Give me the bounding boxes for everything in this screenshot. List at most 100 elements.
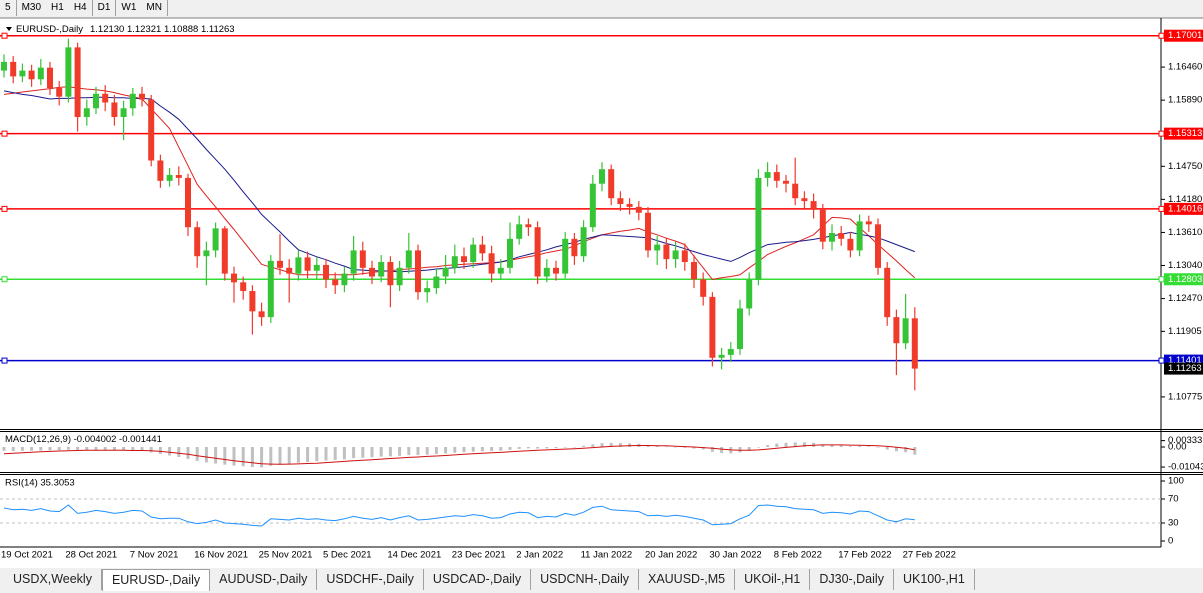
chart-tab[interactable]: USDCNH-,Daily (531, 569, 639, 590)
timeframe-button[interactable]: W1 (121, 2, 137, 13)
candle-body (415, 250, 421, 293)
chart-tab[interactable]: USDCHF-,Daily (317, 569, 424, 590)
x-tick-label: 20 Jan 2022 (645, 550, 697, 561)
candle-body (856, 221, 863, 251)
last-price-box (1164, 362, 1203, 375)
timeframe-button[interactable]: D1 (93, 0, 117, 16)
indicator-title: MACD(12,26,9) -0.004002 -0.001441 (5, 434, 162, 445)
macd-bar (324, 447, 328, 461)
candle-body (369, 267, 375, 277)
level-handle (1158, 276, 1165, 283)
macd-bar (894, 447, 898, 452)
chart-tab[interactable]: USDCAD-,Daily (424, 569, 532, 590)
candle-body (902, 318, 909, 344)
x-tick-label: 28 Oct 2021 (65, 550, 117, 561)
candle-body (277, 260, 283, 268)
chart-tab[interactable]: XAUUSD-,M5 (639, 569, 736, 590)
candle-body (626, 204, 633, 207)
y-tick-label: 1.13040 (1168, 260, 1202, 271)
candle-body (893, 317, 900, 344)
x-tick-label: 19 Oct 2021 (1, 550, 53, 561)
chart-tab[interactable]: UKOil-,H1 (735, 569, 811, 590)
timeframe-button[interactable]: 5 (0, 0, 17, 16)
level-price-label: 1.17001 (1168, 30, 1202, 41)
collapse-arrow[interactable] (6, 27, 12, 31)
x-tick-label: 8 Feb 2022 (774, 550, 822, 561)
candle-body (396, 267, 403, 286)
candle-body (258, 311, 265, 318)
level-price-box (1164, 127, 1203, 140)
chart-tab[interactable]: EURUSD-,Daily (101, 569, 211, 591)
candle-body (672, 250, 679, 260)
candle-body (700, 279, 707, 297)
candle-body (424, 288, 431, 293)
timeframe-button[interactable]: H4 (69, 0, 93, 16)
timeframe-button[interactable]: H1 (51, 2, 64, 13)
chart-tab[interactable]: AUDUSD-,Daily (210, 569, 318, 590)
macd-bar (655, 445, 659, 447)
candle-body (111, 102, 118, 117)
chart-tabs: USDX,Weekly EURUSD-,Daily AUDUSD-,Daily USD… (4, 569, 975, 591)
chart-tab[interactable]: DJ30-,Daily (810, 569, 894, 590)
candle-body (654, 244, 661, 251)
macd-bar (867, 446, 871, 447)
candle-body (488, 253, 495, 274)
candle-body (461, 256, 467, 263)
chart-tab[interactable]: UK100-,H1 (894, 569, 975, 590)
x-tick-label: 11 Jan 2022 (581, 550, 633, 561)
macd-bar (490, 447, 494, 452)
macd-bar (434, 447, 438, 455)
timeframe-button[interactable]: MN (141, 0, 168, 16)
chart-tab[interactable]: USDX,Weekly (4, 569, 102, 590)
macd-bar (793, 442, 797, 447)
candle-body (709, 296, 716, 358)
macd-bar (103, 447, 107, 451)
level-handle (1158, 357, 1165, 364)
macd-bar (158, 447, 162, 454)
candle-body (727, 349, 734, 355)
candle-body (792, 183, 799, 199)
candle-body (148, 99, 155, 161)
macd-bar (526, 447, 530, 449)
macd-bar (756, 447, 760, 448)
candle-body (516, 224, 523, 239)
macd-bar (250, 447, 254, 467)
x-tick-label: 17 Feb 2022 (838, 550, 891, 561)
y-tick-label: 0.00 (1168, 442, 1187, 453)
macd-bar (416, 447, 420, 456)
y-tick-label: 1.14180 (1168, 194, 1202, 205)
candle-body (267, 260, 274, 318)
candle-body (764, 172, 771, 178)
macd-bar (131, 447, 135, 451)
macd-bar (471, 447, 475, 452)
candle-body (10, 61, 17, 77)
candle-body (56, 87, 63, 97)
macd-bar (195, 447, 199, 461)
timeframe-toolbar: 5 M30 H1 H4 D1 W1 MN (0, 0, 168, 16)
timeframe-button[interactable]: M30 (21, 2, 42, 13)
macd-bar (839, 445, 843, 447)
macd-bar (784, 442, 788, 447)
candle-body (599, 169, 605, 184)
macd-bar (425, 447, 429, 455)
level-price-label: 1.14016 (1168, 203, 1202, 214)
candle-body (350, 250, 357, 274)
candle-body (470, 244, 477, 263)
candle-body (166, 175, 173, 181)
candle-body (231, 273, 237, 283)
y-tick-label: 0 (1168, 536, 1173, 547)
x-tick-label: 2 Jan 2022 (516, 550, 563, 561)
macd-bar (140, 447, 144, 451)
candle-body (829, 233, 835, 242)
candle-body (810, 201, 817, 210)
candle-body (442, 267, 449, 277)
macd-bar (287, 447, 291, 464)
candle-body (755, 177, 762, 280)
macd-bar (802, 442, 806, 447)
candle-body (479, 244, 486, 254)
candle-body (47, 67, 53, 88)
macd-bar (858, 446, 862, 447)
candle-body (332, 279, 339, 286)
macd-bar (554, 447, 558, 449)
macd-signal (3, 444, 915, 465)
